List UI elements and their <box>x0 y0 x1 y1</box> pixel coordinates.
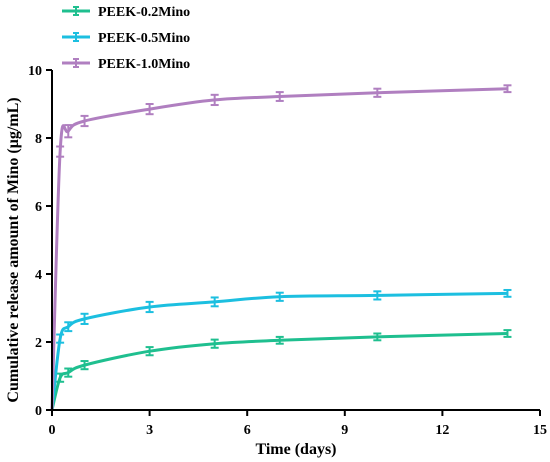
x-tick-label: 9 <box>341 423 348 438</box>
x-tick-label: 12 <box>435 423 449 438</box>
error-bar <box>210 93 219 107</box>
series-PEEK-1.0Mino <box>50 84 512 411</box>
error-bar <box>275 91 284 102</box>
error-bar <box>373 332 382 342</box>
x-tick-label: 3 <box>146 423 153 438</box>
series-PEEK-0.5Mino <box>50 288 512 411</box>
series-line <box>50 332 508 411</box>
error-bar <box>64 124 73 139</box>
series-line <box>50 87 508 411</box>
error-bar <box>145 103 154 116</box>
x-axis-title: Time (days) <box>255 441 336 458</box>
x-tick-label: 0 <box>49 423 56 438</box>
y-axis-ticks: 0 2 4 6 8 10 <box>28 64 52 419</box>
error-bar <box>210 296 219 308</box>
legend: PEEK-0.2Mino PEEK-0.5Mino PEEK-1.0Mino <box>62 5 190 72</box>
error-bar <box>373 290 382 301</box>
y-tick-label: 0 <box>35 404 42 419</box>
error-bar <box>64 321 73 333</box>
legend-label: PEEK-0.5Mino <box>98 31 190 46</box>
legend-item: PEEK-1.0Mino <box>62 57 190 72</box>
error-bar <box>503 84 512 94</box>
legend-label: PEEK-0.2Mino <box>98 5 190 20</box>
series-PEEK-0.2Mino <box>50 329 512 411</box>
series-line <box>50 291 508 411</box>
y-tick-label: 4 <box>35 268 42 283</box>
x-tick-label: 6 <box>244 423 251 438</box>
plot-area: 0 3 6 9 12 15 0 2 4 6 8 10 <box>28 64 547 438</box>
error-bar <box>373 87 382 98</box>
y-tick-label: 8 <box>35 132 42 147</box>
error-bar <box>145 300 154 314</box>
error-bar <box>80 360 89 371</box>
error-bar <box>275 291 284 302</box>
error-bar <box>145 346 154 357</box>
y-tick-label: 2 <box>35 336 42 351</box>
series-layer <box>50 84 512 411</box>
error-bar <box>64 367 73 378</box>
y-tick-label: 10 <box>28 64 42 79</box>
error-bar <box>503 288 512 298</box>
error-bar <box>80 312 89 325</box>
legend-item: PEEK-0.2Mino <box>62 5 190 20</box>
legend-label: PEEK-1.0Mino <box>98 57 190 72</box>
error-bar <box>80 114 89 128</box>
y-axis-title: Cumulative release amount of Mino (μg/mL… <box>5 97 22 402</box>
error-bar <box>275 335 284 345</box>
error-bar <box>56 333 65 344</box>
error-bar <box>210 338 219 349</box>
x-axis-ticks: 0 3 6 9 12 15 <box>49 410 547 438</box>
x-tick-label: 15 <box>533 423 547 438</box>
y-tick-label: 6 <box>35 200 42 215</box>
error-bar <box>56 372 65 383</box>
error-bar <box>56 145 65 158</box>
error-bar <box>503 329 512 338</box>
legend-item: PEEK-0.5Mino <box>62 31 190 46</box>
